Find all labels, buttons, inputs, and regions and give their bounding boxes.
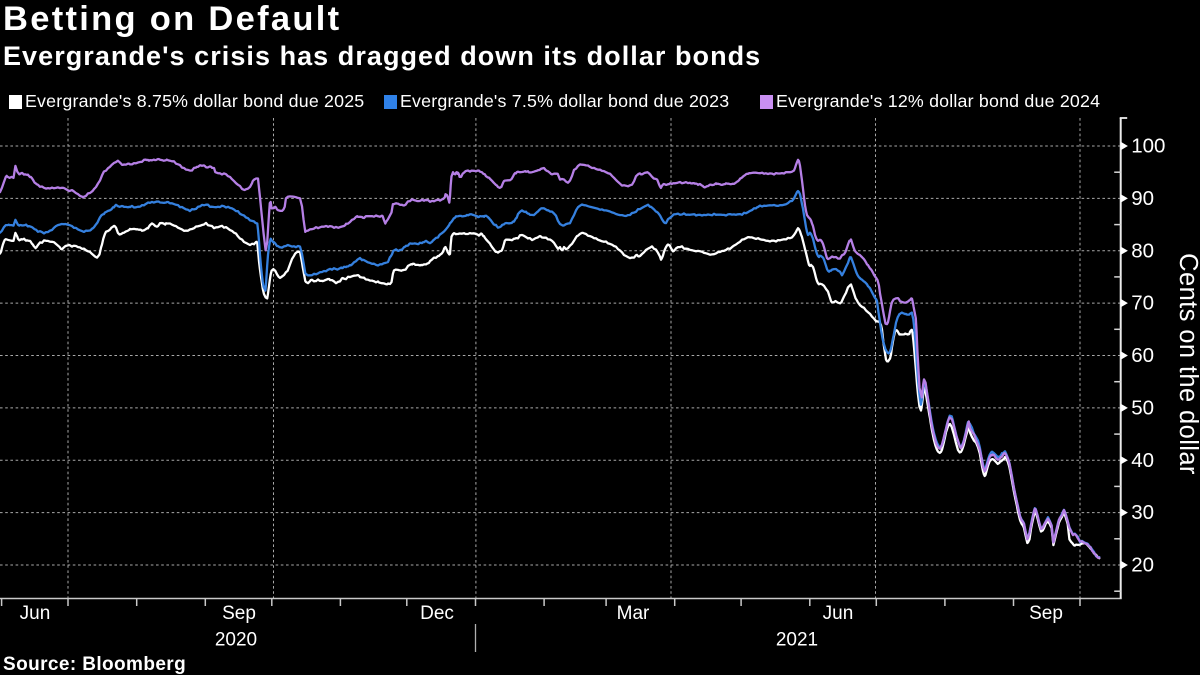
svg-text:50: 50: [1131, 397, 1154, 420]
svg-text:2021: 2021: [776, 630, 818, 651]
svg-text:2020: 2020: [215, 630, 257, 651]
svg-text:20: 20: [1131, 554, 1154, 577]
svg-text:Jun: Jun: [20, 603, 51, 624]
svg-text:90: 90: [1131, 187, 1154, 210]
svg-text:Sep: Sep: [1029, 603, 1063, 624]
svg-text:Dec: Dec: [420, 603, 454, 624]
svg-text:70: 70: [1131, 292, 1154, 315]
svg-text:Sep: Sep: [222, 603, 256, 624]
svg-text:100: 100: [1131, 135, 1165, 158]
svg-text:40: 40: [1131, 449, 1154, 472]
svg-text:Cents on the dollar: Cents on the dollar: [1174, 253, 1200, 475]
svg-text:30: 30: [1131, 501, 1154, 524]
svg-text:Jun: Jun: [823, 603, 854, 624]
svg-text:60: 60: [1131, 344, 1154, 367]
svg-text:80: 80: [1131, 239, 1154, 262]
svg-text:Mar: Mar: [617, 603, 650, 624]
